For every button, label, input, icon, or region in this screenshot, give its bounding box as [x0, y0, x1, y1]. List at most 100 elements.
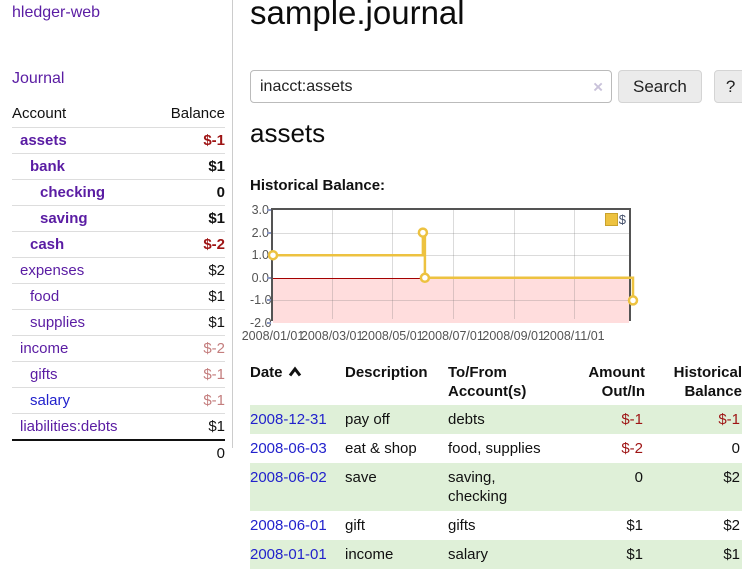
search-input[interactable] — [250, 70, 612, 103]
account-row: assets $-1 — [12, 127, 225, 154]
transaction-amount: $1 — [626, 517, 643, 534]
account-rows: assets $-1 bank $1 checking 0 saving $1 cash $-2 e… — [12, 127, 225, 441]
transaction-description: gift — [345, 517, 366, 534]
account-balance: $1 — [208, 210, 225, 227]
transaction-amount: $-2 — [621, 440, 643, 457]
gridline — [392, 210, 394, 319]
x-axis-label: 2008/11/01 — [542, 329, 605, 343]
sidebar-account-bank[interactable]: bank — [30, 158, 66, 175]
account-row: supplies $1 — [12, 309, 225, 336]
account-row: liabilities:debts $1 — [12, 413, 225, 441]
transaction-description: save — [345, 469, 377, 486]
accounts-header-row: Account Balance — [12, 100, 225, 128]
accounts-table: Account Balance assets $-1 bank $1 checking 0… — [12, 100, 225, 466]
search-form: × Search ? — [250, 70, 742, 103]
negative-region — [273, 277, 629, 323]
account-balance: 0 — [216, 184, 225, 201]
sidebar-item-journal[interactable]: Journal — [12, 70, 65, 87]
y-axis-tick — [267, 322, 271, 324]
transaction-description: pay off — [345, 411, 390, 428]
sidebar: hledger-web Journal Account Balance asse… — [0, 0, 233, 462]
sidebar-account-supplies[interactable]: supplies — [30, 314, 86, 331]
sidebar-account-checking[interactable]: checking — [40, 184, 106, 201]
sort-caret-icon — [288, 366, 301, 377]
x-axis-label: 2008/09/01 — [482, 329, 545, 343]
account-balance: $1 — [208, 314, 225, 331]
y-axis-tick — [267, 299, 271, 302]
gridline — [273, 300, 629, 302]
transaction-balance: $2 — [723, 469, 740, 486]
transaction-accounts: salary — [448, 546, 489, 563]
app-brand-link[interactable]: hledger-web — [12, 4, 101, 21]
register-header-accounts: To/From Account(s) — [448, 364, 527, 400]
y-axis-label: 2.0 — [251, 225, 269, 240]
account-balance: $2 — [208, 262, 225, 279]
transaction-date-link[interactable]: 2008-06-02 — [250, 469, 327, 486]
x-axis-label: 2008/07/01 — [421, 329, 484, 343]
accounts-total-balance: 0 — [216, 445, 225, 462]
y-axis-label: -2.0 — [250, 316, 272, 330]
account-balance: $-2 — [203, 236, 225, 253]
account-row: gifts $-1 — [12, 361, 225, 388]
sidebar-account-food[interactable]: food — [30, 288, 60, 305]
transaction-date-link[interactable]: 2008-12-31 — [250, 411, 327, 428]
sidebar-account-expenses[interactable]: expenses — [20, 262, 85, 279]
account-balance: $-1 — [203, 132, 225, 149]
account-row: food $1 — [12, 283, 225, 310]
gridline — [452, 210, 454, 319]
sidebar-account-salary[interactable]: salary — [30, 392, 71, 409]
y-axis-tick — [267, 276, 271, 279]
transaction-date-link[interactable]: 2008-01-01 — [250, 546, 327, 563]
balance-chart: $ 3.0 2.0 1.0 0.0 -1.0 -2.0 2008/01/01 2008/03/… — [242, 202, 670, 350]
chart-title: Historical Balance: — [250, 177, 386, 194]
balance-line — [267, 227, 639, 306]
register-header-date-label: Date — [250, 364, 283, 381]
data-point-marker — [417, 227, 429, 238]
account-balance: $-1 — [203, 366, 225, 383]
clear-search-icon[interactable]: × — [593, 77, 603, 96]
y-axis-label: -1.0 — [250, 293, 272, 308]
accounts-total-row: 0 — [12, 440, 225, 466]
account-heading: assets — [250, 118, 326, 148]
account-row: income $-2 — [12, 335, 225, 362]
y-axis-tick — [267, 231, 271, 234]
register-row: 2008-12-31 pay off debts $-1 $-1 — [250, 405, 742, 434]
transaction-date-link[interactable]: 2008-06-03 — [250, 440, 327, 457]
sidebar-account-liabilities-debts[interactable]: liabilities:debts — [20, 418, 118, 435]
gridline — [273, 232, 629, 234]
sidebar-account-assets[interactable]: assets — [20, 132, 67, 149]
x-axis-label: 2008/05/01 — [361, 329, 424, 343]
transaction-description: eat & shop — [345, 440, 417, 457]
accounts-header-balance: Balance — [170, 105, 225, 122]
legend-label: $ — [618, 212, 626, 227]
account-row: expenses $2 — [12, 257, 225, 284]
transaction-balance: $2 — [723, 517, 740, 534]
register-row: 2008-06-01 gift gifts $1 $2 — [250, 511, 742, 540]
y-axis-label: 3.0 — [251, 203, 269, 217]
chart-legend: $ — [604, 212, 626, 227]
gridline — [513, 210, 515, 319]
account-row: cash $-2 — [12, 231, 225, 258]
help-button[interactable]: ? — [713, 70, 742, 103]
sidebar-account-cash[interactable]: cash — [30, 236, 65, 253]
account-row: bank $1 — [12, 153, 225, 180]
main-content: sample.journal × Search ? assets Histori… — [242, 0, 742, 582]
register-table: Date Description To/From Account(s) Amou… — [250, 361, 742, 569]
sidebar-account-gifts[interactable]: gifts — [30, 366, 58, 383]
transaction-description: income — [345, 546, 394, 563]
sidebar-account-saving[interactable]: saving — [40, 210, 88, 227]
sidebar-account-income[interactable]: income — [20, 340, 69, 357]
gridline — [273, 255, 629, 257]
page-title: sample.journal — [250, 0, 465, 31]
x-axis-label: 2008/03/01 — [300, 329, 364, 343]
transaction-balance: $1 — [723, 546, 740, 563]
transaction-amount: $1 — [626, 546, 643, 563]
data-point-marker — [267, 249, 279, 261]
register-header-date[interactable]: Date — [250, 361, 345, 405]
transaction-balance: 0 — [731, 440, 740, 457]
search-button[interactable]: Search — [618, 70, 702, 103]
transaction-accounts: food, supplies — [448, 440, 541, 457]
account-balance: $1 — [208, 418, 225, 435]
transaction-date-link[interactable]: 2008-06-01 — [250, 517, 327, 534]
register-header-row: Date Description To/From Account(s) Amou… — [250, 361, 742, 405]
